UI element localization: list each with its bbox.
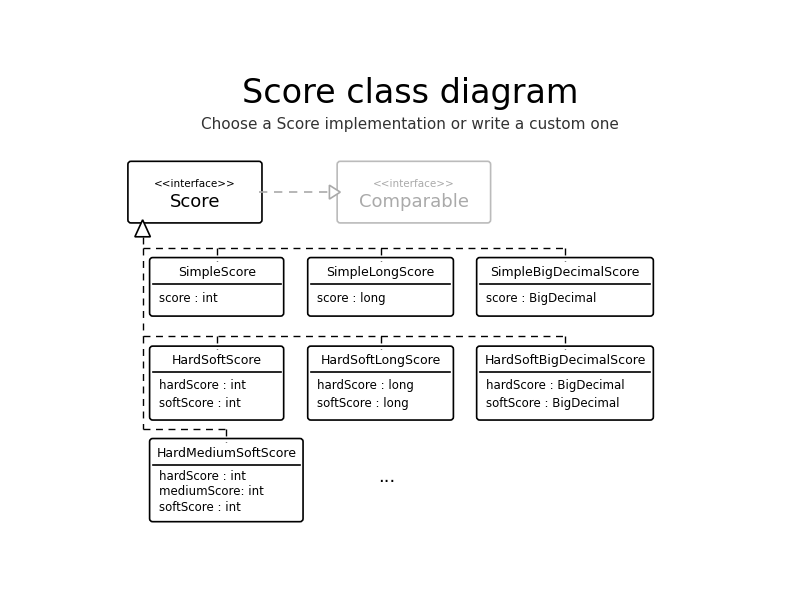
FancyBboxPatch shape xyxy=(308,257,454,316)
FancyBboxPatch shape xyxy=(308,346,454,420)
FancyBboxPatch shape xyxy=(150,439,303,521)
Text: SimpleLongScore: SimpleLongScore xyxy=(326,266,434,278)
Text: Choose a Score implementation or write a custom one: Choose a Score implementation or write a… xyxy=(201,117,619,132)
Text: score : long: score : long xyxy=(317,292,386,305)
Text: ...: ... xyxy=(378,468,395,486)
Text: hardScore : long: hardScore : long xyxy=(317,379,414,392)
FancyBboxPatch shape xyxy=(150,257,284,316)
Text: HardSoftBigDecimalScore: HardSoftBigDecimalScore xyxy=(484,354,646,367)
Text: HardMediumSoftScore: HardMediumSoftScore xyxy=(156,446,296,460)
FancyBboxPatch shape xyxy=(337,161,490,223)
FancyBboxPatch shape xyxy=(150,346,284,420)
Text: softScore : long: softScore : long xyxy=(317,397,409,410)
Text: softScore : int: softScore : int xyxy=(159,500,241,514)
Text: hardScore : BigDecimal: hardScore : BigDecimal xyxy=(486,379,625,392)
Text: SimpleScore: SimpleScore xyxy=(178,266,256,278)
FancyBboxPatch shape xyxy=(128,161,262,223)
Text: softScore : BigDecimal: softScore : BigDecimal xyxy=(486,397,619,410)
Text: Score class diagram: Score class diagram xyxy=(242,77,578,110)
Text: <<interface>>: <<interface>> xyxy=(154,179,236,189)
FancyBboxPatch shape xyxy=(477,257,654,316)
FancyBboxPatch shape xyxy=(477,346,654,420)
Text: score : BigDecimal: score : BigDecimal xyxy=(486,292,596,305)
Text: hardScore : int: hardScore : int xyxy=(159,470,246,483)
Text: HardSoftScore: HardSoftScore xyxy=(172,354,262,367)
Text: HardSoftLongScore: HardSoftLongScore xyxy=(321,354,441,367)
Text: SimpleBigDecimalScore: SimpleBigDecimalScore xyxy=(490,266,640,278)
Text: Comparable: Comparable xyxy=(359,193,469,211)
Text: softScore : int: softScore : int xyxy=(159,397,241,410)
Text: Score: Score xyxy=(170,193,220,211)
Polygon shape xyxy=(135,220,150,237)
Text: mediumScore: int: mediumScore: int xyxy=(159,485,264,498)
Polygon shape xyxy=(330,185,340,199)
Text: <<interface>>: <<interface>> xyxy=(373,179,454,189)
Text: score : int: score : int xyxy=(159,292,218,305)
Text: hardScore : int: hardScore : int xyxy=(159,379,246,392)
